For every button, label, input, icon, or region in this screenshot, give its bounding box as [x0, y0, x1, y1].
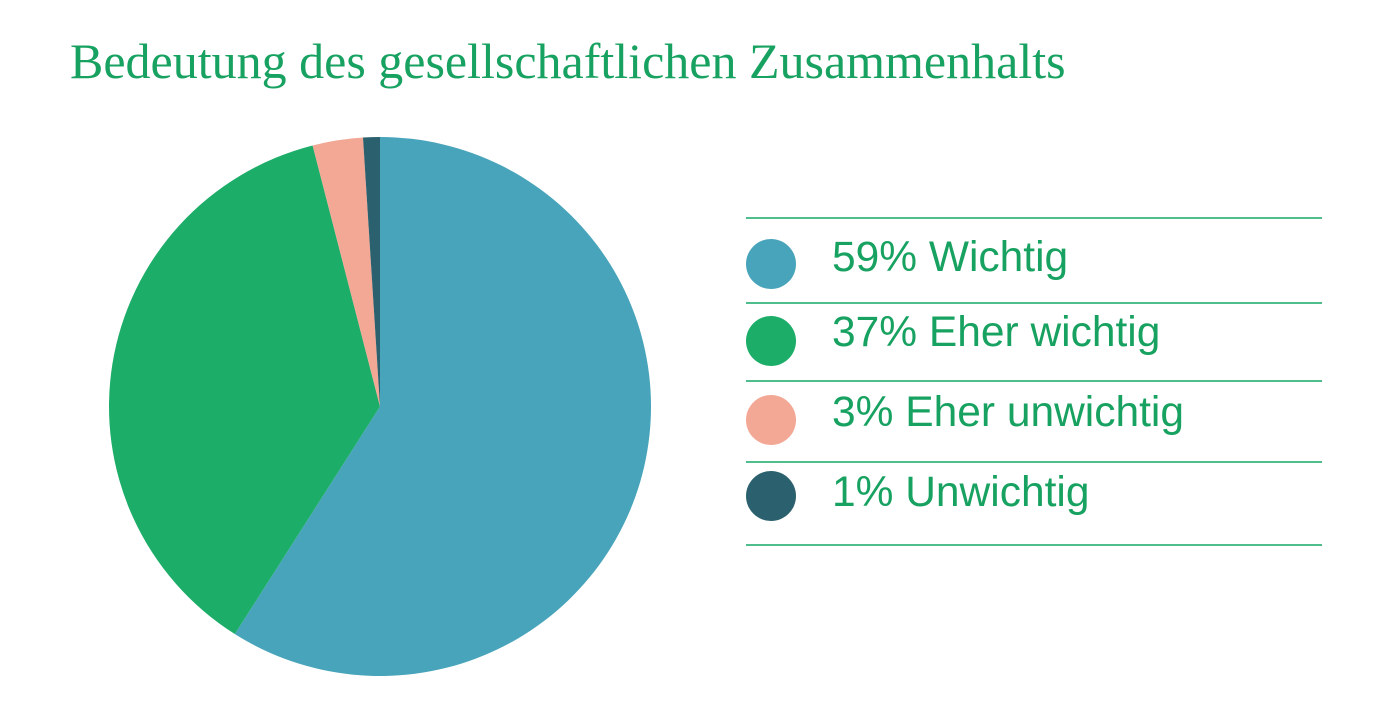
pie-slice-wichtig	[234, 137, 651, 676]
legend: 59% Wichtig 37% Eher wichtig 3% Eher unw…	[745, 217, 1322, 548]
pie-slice-eher-unwichtig	[312, 137, 380, 407]
legend-divider	[745, 461, 1322, 463]
pie-slice-unwichtig	[362, 137, 380, 407]
legend-divider	[745, 302, 1322, 304]
legend-item-label: 1% Unwichtig	[832, 469, 1090, 516]
legend-item-label: 37% Eher wichtig	[832, 309, 1161, 356]
pie-chart	[109, 137, 651, 676]
legend-divider	[745, 380, 1322, 382]
legend-item-label: 59% Wichtig	[832, 234, 1069, 281]
legend-divider	[745, 217, 1322, 219]
legend-divider	[745, 544, 1322, 546]
legend-swatch	[746, 238, 796, 289]
legend-swatch	[746, 394, 796, 445]
legend-swatch	[746, 316, 796, 366]
pie-slice-eher-wichtig	[109, 145, 381, 635]
legend-swatch	[746, 471, 796, 521]
pie-chart-svg	[109, 137, 651, 676]
chart-title: Bedeutung des gesellschaftlichen Zusamme…	[70, 33, 1066, 89]
legend-item-label: 3% Eher unwichtig	[832, 389, 1184, 436]
